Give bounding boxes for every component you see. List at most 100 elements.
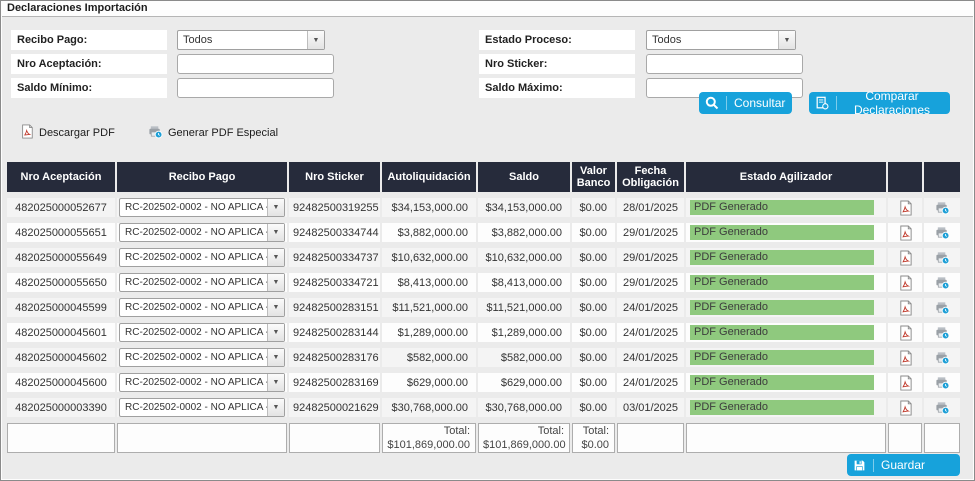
row-generate-special-pdf-button[interactable] <box>924 398 960 417</box>
row-pdf-button[interactable] <box>888 298 922 317</box>
cell-nro-aceptacion: 482025000045600 <box>7 373 115 392</box>
cell-valor-banco: $0.00 <box>572 373 615 392</box>
cell-estado-agilizador: PDF Generado <box>686 248 886 267</box>
row-pdf-button[interactable] <box>888 398 922 417</box>
recibo-pago-row-value: RC-202502-0002 - NO APLICA - . <box>125 402 267 413</box>
cell-nro-sticker: 92482500319255 <box>289 198 380 217</box>
pdf-icon <box>898 325 913 341</box>
cell-autoliquidacion: $3,882,000.00 <box>382 223 476 242</box>
row-generate-special-pdf-button[interactable] <box>924 348 960 367</box>
generate-special-pdf-icon <box>935 275 950 290</box>
row-pdf-button[interactable] <box>888 373 922 392</box>
cell-valor-banco: $0.00 <box>572 248 615 267</box>
compare-declarations-icon <box>815 96 837 110</box>
cell-nro-sticker: 92482500334744 <box>289 223 380 242</box>
row-pdf-button[interactable] <box>888 198 922 217</box>
cell-recibo-pago: RC-202502-0002 - NO APLICA - . ▼ <box>117 198 287 217</box>
cell-nro-aceptacion: 482025000055650 <box>7 273 115 292</box>
cell-nro-aceptacion: 482025000055649 <box>7 248 115 267</box>
row-generate-special-pdf-button[interactable] <box>924 223 960 242</box>
totals-empty-cell <box>117 423 287 453</box>
generar-pdf-especial-link[interactable]: Generar PDF Especial <box>148 124 278 142</box>
totals-empty-cell <box>7 423 115 453</box>
row-generate-special-pdf-button[interactable] <box>924 273 960 292</box>
cell-nro-aceptacion: 482025000055651 <box>7 223 115 242</box>
recibo-pago-row-select[interactable]: RC-202502-0002 - NO APLICA - . ▼ <box>119 348 285 367</box>
cell-fecha-obligacion: 24/01/2025 <box>617 348 684 367</box>
recibo-pago-row-select[interactable]: RC-202502-0002 - NO APLICA - . ▼ <box>119 248 285 267</box>
recibo-pago-row-select[interactable]: RC-202502-0002 - NO APLICA - . ▼ <box>119 298 285 317</box>
page-title: Declaraciones Importación <box>7 2 148 14</box>
cell-saldo: $1,289,000.00 <box>478 323 570 342</box>
cell-saldo: $582,000.00 <box>478 348 570 367</box>
recibo-pago-row-value: RC-202502-0002 - NO APLICA - . <box>125 252 267 263</box>
table-row: 482025000055651 RC-202502-0002 - NO APLI… <box>7 223 960 242</box>
recibo-pago-row-select[interactable]: RC-202502-0002 - NO APLICA - . ▼ <box>119 223 285 242</box>
nro-aceptacion-label: Nro Aceptación: <box>11 54 167 74</box>
cell-recibo-pago: RC-202502-0002 - NO APLICA - . ▼ <box>117 373 287 392</box>
row-generate-special-pdf-button[interactable] <box>924 198 960 217</box>
cell-saldo: $11,521,000.00 <box>478 298 570 317</box>
recibo-pago-row-select[interactable]: RC-202502-0002 - NO APLICA - . ▼ <box>119 198 285 217</box>
row-generate-special-pdf-button[interactable] <box>924 248 960 267</box>
row-generate-special-pdf-button[interactable] <box>924 373 960 392</box>
cell-recibo-pago: RC-202502-0002 - NO APLICA - . ▼ <box>117 248 287 267</box>
consultar-button-label: Consultar <box>734 96 786 110</box>
cell-recibo-pago: RC-202502-0002 - NO APLICA - . ▼ <box>117 298 287 317</box>
header-estado-agilizador: Estado Agilizador <box>686 162 886 192</box>
nro-aceptacion-input[interactable] <box>177 54 334 74</box>
cell-recibo-pago: RC-202502-0002 - NO APLICA - . ▼ <box>117 273 287 292</box>
recibo-pago-row-select[interactable]: RC-202502-0002 - NO APLICA - . ▼ <box>119 323 285 342</box>
pdf-icon <box>898 350 913 366</box>
pdf-icon <box>898 300 913 316</box>
recibo-pago-row-select[interactable]: RC-202502-0002 - NO APLICA - . ▼ <box>119 398 285 417</box>
descargar-pdf-link[interactable]: Descargar PDF <box>20 124 115 142</box>
consultar-button[interactable]: Consultar <box>699 92 792 114</box>
recibo-pago-label: Recibo Pago: <box>11 30 167 50</box>
cell-estado-agilizador: PDF Generado <box>686 198 886 217</box>
comparar-declaraciones-button[interactable]: Comparar Declaraciones <box>809 89 950 117</box>
saldo-minimo-label: Saldo Mínimo: <box>11 78 167 98</box>
cell-estado-agilizador: PDF Generado <box>686 273 886 292</box>
recibo-pago-row-value: RC-202502-0002 - NO APLICA - . <box>125 227 267 238</box>
status-badge: PDF Generado <box>690 325 874 340</box>
generar-pdf-especial-label: Generar PDF Especial <box>168 127 279 139</box>
cell-nro-aceptacion: 482025000003390 <box>7 398 115 417</box>
status-badge: PDF Generado <box>690 300 874 315</box>
pdf-icon <box>898 250 913 266</box>
chevron-down-icon: ▼ <box>267 224 284 241</box>
declarations-table: Nro Aceptación Recibo Pago Nro Sticker A… <box>5 156 962 459</box>
guardar-button[interactable]: Guardar <box>847 454 960 476</box>
cell-autoliquidacion: $30,768,000.00 <box>382 398 476 417</box>
row-pdf-button[interactable] <box>888 348 922 367</box>
header-valor-banco: Valor Banco <box>572 162 615 192</box>
row-generate-special-pdf-button[interactable] <box>924 298 960 317</box>
recibo-pago-row-value: RC-202502-0002 - NO APLICA - . <box>125 352 267 363</box>
row-pdf-button[interactable] <box>888 323 922 342</box>
row-pdf-button[interactable] <box>888 223 922 242</box>
chevron-down-icon: ▼ <box>267 399 284 416</box>
recibo-pago-row-select[interactable]: RC-202502-0002 - NO APLICA - . ▼ <box>119 273 285 292</box>
cell-estado-agilizador: PDF Generado <box>686 348 886 367</box>
nro-sticker-input[interactable] <box>646 54 803 74</box>
cell-estado-agilizador: PDF Generado <box>686 223 886 242</box>
saldo-minimo-input[interactable] <box>177 78 334 98</box>
cell-estado-agilizador: PDF Generado <box>686 373 886 392</box>
pdf-icon <box>898 375 913 391</box>
recibo-pago-row-value: RC-202502-0002 - NO APLICA - . <box>125 202 267 213</box>
chevron-down-icon: ▼ <box>267 349 284 366</box>
cell-recibo-pago: RC-202502-0002 - NO APLICA - . ▼ <box>117 323 287 342</box>
cell-recibo-pago: RC-202502-0002 - NO APLICA - . ▼ <box>117 223 287 242</box>
recibo-pago-row-select[interactable]: RC-202502-0002 - NO APLICA - . ▼ <box>119 373 285 392</box>
header-autoliquidacion: Autoliquidación <box>382 162 476 192</box>
row-generate-special-pdf-button[interactable] <box>924 323 960 342</box>
table-row: 482025000052677 RC-202502-0002 - NO APLI… <box>7 198 960 217</box>
cell-estado-agilizador: PDF Generado <box>686 323 886 342</box>
recibo-pago-filter-select[interactable]: Todos ▼ <box>177 30 325 50</box>
nro-sticker-label: Nro Sticker: <box>479 54 635 74</box>
row-pdf-button[interactable] <box>888 273 922 292</box>
table-row: 482025000045600 RC-202502-0002 - NO APLI… <box>7 373 960 392</box>
estado-proceso-filter-select[interactable]: Todos ▼ <box>646 30 796 50</box>
recibo-pago-row-value: RC-202502-0002 - NO APLICA - . <box>125 302 267 313</box>
row-pdf-button[interactable] <box>888 248 922 267</box>
